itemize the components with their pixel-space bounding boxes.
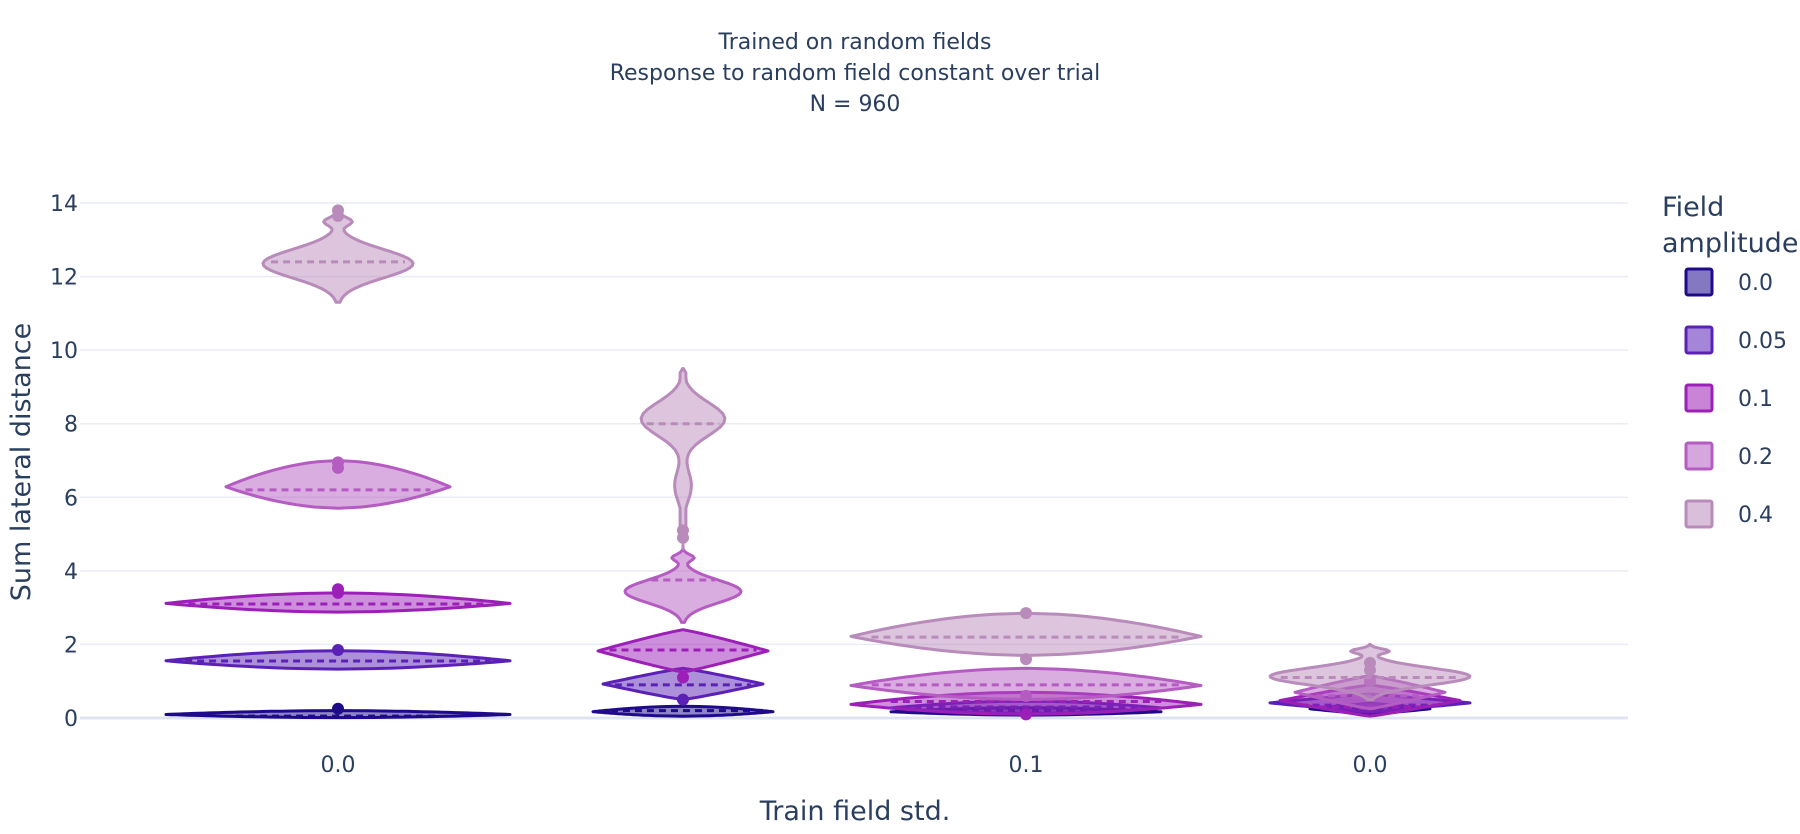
violin-body	[639, 367, 727, 551]
chart-title-line-1: Trained on random fields	[718, 30, 992, 55]
chart-title: Trained on random fields Response to ran…	[610, 30, 1101, 117]
legend-label[interactable]: 0.1	[1738, 387, 1773, 412]
y-tick-label: 8	[64, 413, 78, 438]
legend-swatch[interactable]	[1684, 325, 1714, 355]
violin-outlier-point	[1020, 607, 1032, 620]
legend-label[interactable]: 0.0	[1738, 271, 1773, 296]
y-axis-title: Sum lateral distance	[6, 323, 37, 602]
legend-title-line-1: Field	[1662, 192, 1724, 223]
violin-body	[623, 547, 743, 624]
x-tick-labels: 0.0 0.1 0.0	[321, 753, 1388, 778]
legend-title-line-2: amplitude	[1662, 228, 1798, 259]
y-tick-label: 0	[64, 707, 78, 732]
violin-outlier-point	[1020, 689, 1032, 702]
violin-body	[849, 611, 1203, 657]
y-tick-label: 4	[64, 560, 78, 585]
x-axis-title: Train field std.	[759, 796, 951, 827]
y-tick-label: 10	[50, 339, 78, 364]
legend: Field amplitude 0.0 0.05 0.1 0.2 0.4	[1662, 192, 1798, 529]
violin-outlier-point	[332, 456, 344, 469]
x-tick-label: 0.1	[1009, 753, 1044, 778]
legend-swatch[interactable]	[1684, 441, 1714, 471]
legend-swatch[interactable]	[1684, 499, 1714, 529]
violin-outlier-point	[332, 702, 344, 715]
chart-title-line-3: N = 960	[810, 92, 901, 117]
legend-label[interactable]: 0.2	[1738, 445, 1773, 470]
violin-outlier-point	[677, 671, 689, 684]
y-tick-labels: 0 2 4 6 8 10 12 14	[50, 192, 78, 732]
legend-label[interactable]: 0.4	[1738, 503, 1773, 528]
y-tick-label: 14	[50, 192, 78, 217]
y-tick-label: 6	[64, 486, 78, 511]
violin-body	[849, 666, 1203, 702]
legend-swatch[interactable]	[1684, 267, 1714, 297]
violin-outlier-point	[332, 643, 344, 656]
x-tick-label: 0.0	[321, 753, 356, 778]
x-tick-label: 0.0	[1353, 753, 1388, 778]
violin-outlier-point	[677, 524, 689, 537]
legend-label[interactable]: 0.05	[1738, 329, 1787, 354]
violin-outlier-point	[1364, 664, 1376, 677]
violin-outlier-point	[677, 693, 689, 706]
y-tick-label: 12	[50, 266, 78, 291]
violin-outlier-point	[332, 204, 344, 217]
violins	[164, 204, 1472, 721]
chart-title-line-2: Response to random field constant over t…	[610, 61, 1101, 86]
violin-outlier-point	[332, 583, 344, 596]
violin-outlier-point	[1020, 708, 1032, 721]
violin-body	[261, 208, 415, 304]
y-tick-label: 2	[64, 633, 78, 658]
legend-swatch[interactable]	[1684, 383, 1714, 413]
violin-outlier-point	[1020, 653, 1032, 666]
